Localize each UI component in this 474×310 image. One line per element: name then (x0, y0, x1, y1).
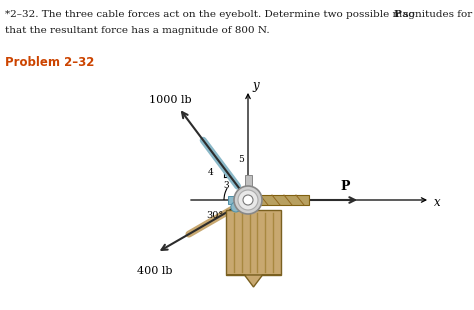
Text: so: so (400, 10, 415, 19)
Text: 400 lb: 400 lb (137, 265, 173, 276)
Text: P: P (393, 10, 401, 19)
Text: 1000 lb: 1000 lb (149, 95, 191, 105)
Text: Problem 2–32: Problem 2–32 (5, 56, 94, 69)
Text: 3: 3 (224, 181, 229, 190)
Circle shape (231, 202, 241, 212)
Text: x: x (434, 196, 441, 209)
Text: P: P (340, 179, 349, 193)
Bar (245, 175, 252, 195)
Bar (254, 195, 309, 205)
Text: that the resultant force has a magnitude of 800 N.: that the resultant force has a magnitude… (5, 26, 270, 35)
Text: 4: 4 (208, 168, 214, 177)
Polygon shape (226, 275, 281, 287)
Text: y: y (252, 79, 259, 92)
Bar (226, 210, 281, 275)
Circle shape (238, 190, 258, 210)
Text: 5: 5 (238, 155, 244, 164)
Circle shape (234, 186, 262, 214)
Text: 30°: 30° (206, 211, 223, 220)
Bar (228, 196, 240, 204)
Text: *2–32. The three cable forces act on the eyebolt. Determine two possible magnitu: *2–32. The three cable forces act on the… (5, 10, 474, 19)
Circle shape (243, 195, 253, 205)
